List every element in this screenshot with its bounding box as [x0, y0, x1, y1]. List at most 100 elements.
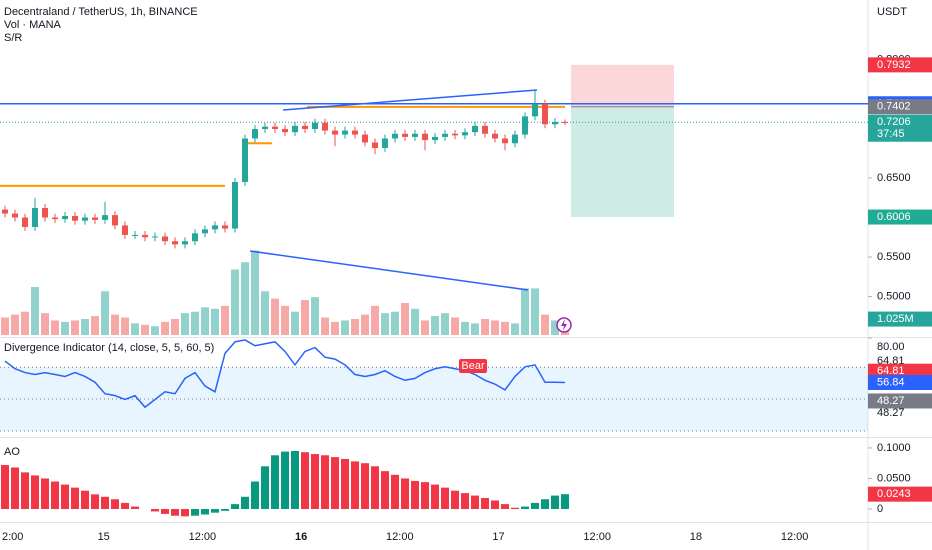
volume-bar [451, 317, 459, 335]
ao-bar [191, 509, 199, 516]
ao-bar [541, 499, 549, 510]
last-price-badge-text: 0.7206 [877, 116, 911, 128]
volume-bar [281, 305, 289, 335]
y-tick-label: 0 [877, 503, 883, 515]
volume-bar [461, 321, 469, 335]
ao-bar [521, 506, 529, 510]
ao-bar [351, 461, 359, 510]
x-tick-label: 12:00 [781, 531, 809, 543]
volume-bar [371, 305, 379, 335]
ao-bar [51, 481, 59, 510]
volume-bar [321, 317, 329, 335]
candle-body [472, 125, 478, 133]
candle-body [332, 130, 338, 135]
ao-bar [411, 480, 419, 510]
volume-bar [511, 323, 519, 335]
candle-body [412, 133, 418, 137]
price-badge [868, 209, 932, 225]
ao-badge-text: 0.0243 [877, 488, 911, 500]
candle-body [362, 134, 368, 143]
price-badge-text: 0.7402 [877, 101, 911, 113]
volume-bar [221, 305, 229, 335]
volume-bar [391, 311, 399, 335]
candle-body [92, 217, 98, 220]
last-price-badge [868, 114, 932, 142]
candle-body [22, 217, 28, 227]
candle-body [322, 122, 328, 131]
candle-body [32, 208, 38, 227]
candle-body [122, 225, 128, 235]
ao-bar [171, 509, 179, 516]
volume-bar [231, 269, 239, 335]
y-tick-label: 0.1000 [877, 442, 911, 454]
volume-bar [51, 320, 59, 335]
volume-bar [541, 314, 549, 335]
volume-bar [301, 300, 309, 335]
candle-body [112, 215, 118, 226]
volume-bar [401, 302, 409, 335]
indicator-badge-text: 48.27 [877, 395, 905, 407]
indicator-badge [868, 393, 932, 409]
volume-bar [41, 313, 49, 335]
ao-bar [391, 474, 399, 510]
volume-bar [501, 321, 509, 335]
candle-body [222, 225, 228, 229]
x-tick-label: 12:00 [189, 531, 217, 543]
volume-bar [261, 291, 269, 335]
candle-body [52, 217, 58, 220]
y-tick-label: 0.5500 [877, 251, 911, 263]
candle-body [12, 213, 18, 218]
ao-bar [401, 478, 409, 510]
ao-bar [431, 484, 439, 510]
x-tick-label: 16 [295, 531, 307, 543]
candle-body [152, 236, 158, 238]
volume-bar [251, 250, 259, 335]
ao-bar [531, 502, 539, 510]
ao-bar [211, 509, 219, 513]
volume-bar [141, 324, 149, 335]
ao-bar [321, 455, 329, 510]
ao-bar [91, 494, 99, 510]
candle-body [432, 136, 438, 141]
ao-bar [481, 498, 489, 510]
volume-bar [271, 298, 279, 335]
trend-line [249, 250, 529, 291]
volume-bar [81, 318, 89, 335]
volume-bar [151, 326, 159, 335]
candle-body [202, 229, 208, 234]
candle-body [192, 233, 198, 242]
volume-bar [291, 311, 299, 335]
candle-body [452, 133, 458, 136]
risk-zone [571, 64, 674, 107]
volume-bar [201, 307, 209, 335]
plot-layer: 0.50000.55000.65000.70000.80000.79320.74… [0, 53, 932, 543]
ao-bar [421, 482, 429, 510]
volume-bar [61, 321, 69, 335]
ao-bar [281, 451, 289, 510]
indicator-title: AO [4, 446, 20, 458]
candle-body [252, 129, 258, 139]
volume-bar [481, 318, 489, 335]
ao-bar [241, 496, 249, 510]
price-badge [868, 57, 932, 73]
ao-bar [381, 471, 389, 510]
ao-bar [61, 484, 69, 510]
volume-bar [31, 286, 39, 335]
signal-label: Bear [461, 360, 485, 372]
candle-body [302, 125, 308, 130]
candle-body [62, 215, 68, 220]
candle-body [262, 126, 268, 130]
x-tick-label: 17 [492, 531, 504, 543]
trend-line [282, 89, 538, 111]
ao-bar [31, 475, 39, 510]
volume-bar [441, 313, 449, 335]
candle-body [272, 126, 278, 130]
volume-bar [341, 320, 349, 335]
indicator-badge [868, 363, 932, 379]
volume-bar [191, 311, 199, 335]
volume-bar [121, 317, 129, 335]
ao-bar [341, 458, 349, 510]
ao-bar [491, 500, 499, 510]
volume-bar [351, 318, 359, 335]
